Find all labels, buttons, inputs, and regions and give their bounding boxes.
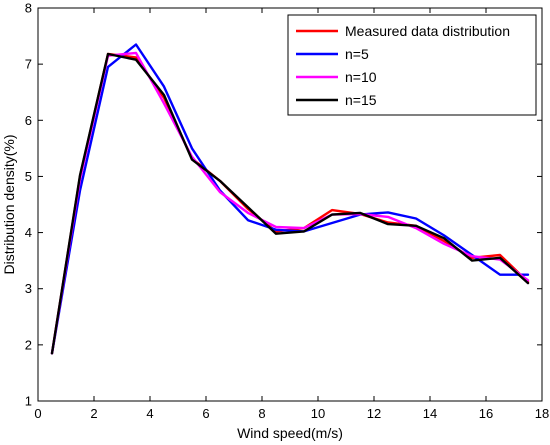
x-tick-label: 18 bbox=[535, 406, 549, 421]
legend-items: Measured data distribution n=5 n=10 n=15 bbox=[296, 23, 510, 108]
y-tick-label: 2 bbox=[25, 337, 32, 352]
x-tick-label: 8 bbox=[258, 406, 265, 421]
legend-label: n=10 bbox=[345, 69, 377, 85]
y-tick-label: 7 bbox=[25, 57, 32, 72]
y-tick-label: 5 bbox=[25, 169, 32, 184]
legend-label: n=15 bbox=[345, 92, 377, 108]
series-line-3 bbox=[50, 51, 530, 355]
x-tick-label: 12 bbox=[367, 406, 381, 421]
x-tick-label: 16 bbox=[479, 406, 493, 421]
series-layer bbox=[50, 43, 530, 355]
x-tick-label: 14 bbox=[423, 406, 437, 421]
x-tick-label: 10 bbox=[311, 406, 325, 421]
y-axis-title: Distribution density(%) bbox=[1, 134, 17, 274]
y-tick-label: 1 bbox=[25, 394, 32, 409]
series-line-2 bbox=[50, 43, 530, 355]
y-tick-label: 8 bbox=[25, 1, 32, 16]
x-tick-label: 2 bbox=[90, 406, 97, 421]
legend-label: n=5 bbox=[345, 46, 369, 62]
x-tick-label: 4 bbox=[146, 406, 153, 421]
y-tick-label: 4 bbox=[25, 225, 32, 240]
y-tick-label: 3 bbox=[25, 281, 32, 296]
y-tick-label: 6 bbox=[25, 113, 32, 128]
legend-label: Measured data distribution bbox=[345, 23, 510, 39]
series-line-4 bbox=[50, 52, 530, 355]
x-tick-label: 6 bbox=[202, 406, 209, 421]
x-tick-label: 0 bbox=[34, 406, 41, 421]
legend: Measured data distribution n=5 n=10 n=15 bbox=[287, 14, 537, 116]
x-axis-title: Wind speed(m/s) bbox=[237, 425, 343, 441]
